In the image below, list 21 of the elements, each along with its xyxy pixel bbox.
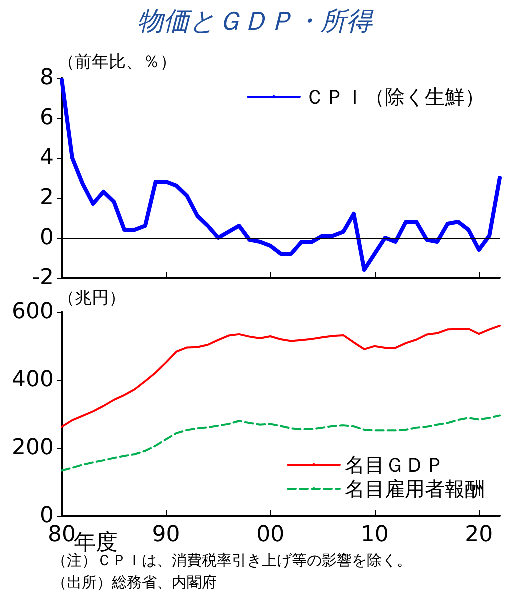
y-tick-label: 0 [40,226,54,250]
y-tick-label: 2 [40,186,54,210]
y-tick-label: -2 [32,266,54,290]
x-tick-label: 20 [465,522,494,548]
y-axis-title: （前年比、％） [58,52,177,72]
y-tick-label: 200 [12,436,54,460]
y-tick-label: 600 [12,300,54,324]
text: （注）ＣＰＩは、消費税率引き上げ等の影響を除く。 [52,552,412,570]
text: （出所）総務省、内閣府 [52,574,217,592]
y-tick-label: 4 [40,146,54,170]
x-tick-label: 10 [360,522,389,548]
y-tick-label: 400 [12,368,54,392]
legend-label: ＣＰＩ（除く生鮮） [305,85,485,109]
legend-label: 名目雇用者報酬 [345,477,485,501]
y-tick-label: 6 [40,106,54,130]
y-tick-label: 8 [40,66,54,90]
x-tick-label: 80 [48,522,76,548]
x-tick-label: 00 [256,522,285,548]
legend-label: 名目ＧＤＰ [345,453,445,477]
x-tick-label: 90 [152,522,180,548]
chart-title: 物価とＧＤＰ・所得 [138,7,374,37]
